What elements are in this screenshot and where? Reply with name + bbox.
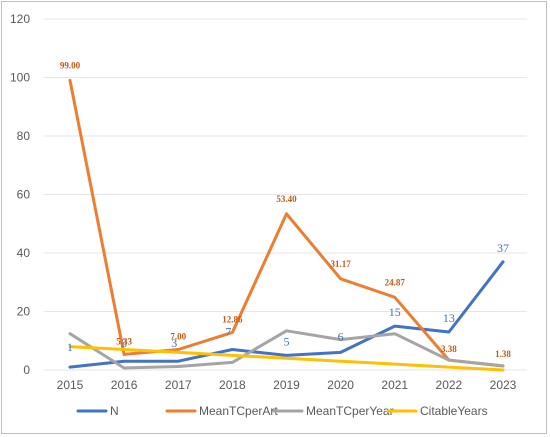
legend-label: CitableYears bbox=[420, 404, 488, 418]
series-line-n bbox=[68, 260, 505, 369]
y-tick-label: 80 bbox=[17, 129, 31, 143]
x-tick-label: 2015 bbox=[57, 378, 84, 392]
y-axis-ticks: 0 20 40 60 80 100 120 bbox=[10, 12, 30, 377]
n-data-label: 1 bbox=[67, 340, 73, 354]
legend-label: N bbox=[110, 404, 119, 418]
meantcperart-data-label: 31.17 bbox=[331, 259, 352, 269]
x-tick-label: 2020 bbox=[327, 378, 354, 392]
meantcperart-data-label: 24.87 bbox=[385, 277, 406, 287]
x-tick-label: 2019 bbox=[273, 378, 300, 392]
legend: N MeanTCperArt MeanTCperYear CitableYears bbox=[76, 404, 488, 418]
meantcperart-data-label: 53.40 bbox=[276, 194, 297, 204]
series-lines bbox=[68, 78, 505, 372]
n-data-label: 3 bbox=[121, 336, 127, 350]
meantcperart-data-label: 3.38 bbox=[441, 344, 457, 354]
y-tick-label: 60 bbox=[17, 188, 31, 202]
n-data-label: 3 bbox=[171, 336, 177, 350]
meantcperart-data-label: 99.00 bbox=[60, 60, 81, 70]
n-data-label: 5 bbox=[284, 334, 290, 348]
gridlines bbox=[44, 18, 527, 371]
y-tick-label: 120 bbox=[10, 12, 30, 26]
legend-label: MeanTCperYear bbox=[306, 404, 394, 418]
y-tick-label: 100 bbox=[10, 71, 30, 85]
n-data-label: 13 bbox=[443, 311, 455, 325]
meantcperart-data-label: 7.00 bbox=[170, 332, 186, 342]
n-data-label: 6 bbox=[338, 329, 344, 343]
n-data-label: 37 bbox=[497, 241, 509, 255]
series-line-meantcperyear bbox=[68, 329, 505, 370]
meantcperart-data-label: 5.33 bbox=[116, 336, 132, 346]
x-tick-label: 2022 bbox=[436, 378, 463, 392]
y-tick-label: 0 bbox=[23, 363, 30, 377]
x-axis-ticks: 2015 2016 2017 2018 2019 2020 2021 2022 2023 bbox=[57, 378, 517, 392]
meantcperart-data-label: 1.38 bbox=[495, 349, 511, 359]
x-tick-label: 2018 bbox=[219, 378, 246, 392]
n-data-label: 7 bbox=[225, 325, 231, 339]
y-tick-label: 20 bbox=[17, 305, 31, 319]
x-tick-label: 2021 bbox=[381, 378, 408, 392]
series-line-citableyears bbox=[68, 345, 505, 372]
meantcperart-data-label: 12.86 bbox=[222, 314, 243, 324]
n-data-label: 15 bbox=[389, 305, 401, 319]
x-tick-label: 2016 bbox=[111, 378, 138, 392]
x-tick-label: 2023 bbox=[490, 378, 517, 392]
series-line-meantcperart bbox=[68, 78, 505, 368]
legend-label: MeanTCperArt bbox=[199, 404, 278, 418]
y-tick-label: 40 bbox=[17, 246, 31, 260]
x-tick-label: 2017 bbox=[165, 378, 192, 392]
